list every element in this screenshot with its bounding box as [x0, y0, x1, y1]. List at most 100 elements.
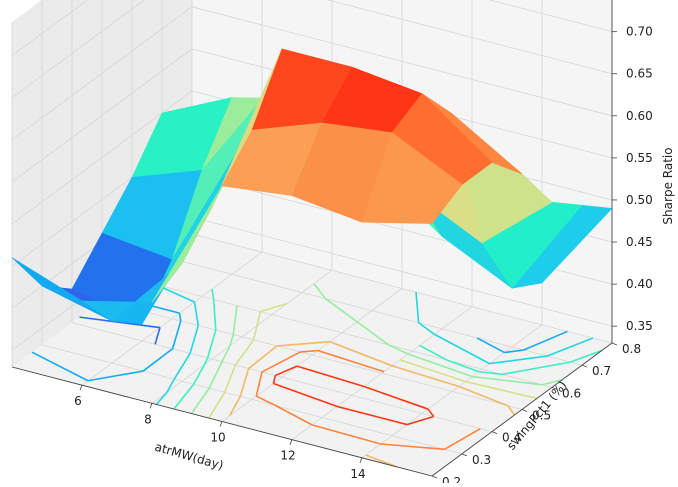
- contour-segment: [272, 375, 277, 384]
- contour-segment: [273, 382, 338, 408]
- y-tick-label: 0.8: [622, 342, 641, 356]
- y-tick-mark: [461, 453, 468, 457]
- contour-segment: [365, 454, 398, 468]
- grid-line-z-left: [11, 0, 89, 56]
- z-tick-label: 0.65: [626, 67, 653, 81]
- contour-segment: [501, 361, 571, 376]
- z-tick-label: 0.35: [626, 319, 653, 333]
- contour-segment: [206, 329, 217, 359]
- surface-patches: [11, 48, 613, 325]
- contour-segment: [356, 321, 390, 346]
- grid-line-y: [191, 233, 613, 344]
- contour-segment: [313, 283, 326, 300]
- contour-segment: [190, 387, 210, 415]
- contour-segment: [171, 320, 182, 350]
- x-tick-label: 8: [144, 412, 152, 426]
- contour-segment: [252, 325, 258, 341]
- contour-segment: [248, 345, 278, 370]
- contour-segment: [87, 370, 144, 382]
- contour-segment: [208, 391, 226, 419]
- y-tick-label: 0.4: [502, 431, 521, 445]
- grid-line-z-left: [11, 48, 193, 183]
- y-axis-ticks: 0.2 0.3 0.4 0.5 0.6 0.7 0.8: [431, 342, 641, 487]
- contour-segment: [489, 355, 548, 365]
- contour-segment: [260, 302, 288, 313]
- contour-segment: [142, 348, 174, 372]
- contour-segment: [189, 325, 200, 354]
- contour-segment: [275, 365, 298, 377]
- contour-segment: [173, 352, 191, 380]
- contour-segment: [232, 305, 238, 335]
- y-tick-mark: [491, 431, 498, 435]
- contour-segment: [478, 370, 503, 376]
- y-tick-mark: [521, 409, 528, 412]
- contour-segment: [407, 353, 473, 378]
- contour-segment: [155, 391, 168, 405]
- contour-segment: [256, 311, 262, 326]
- contour-segment: [221, 345, 231, 362]
- contour-segment: [399, 359, 466, 383]
- contour-segment: [363, 385, 429, 410]
- contour-segment: [224, 364, 237, 393]
- z-axis-ticks: 0.35 0.40 0.45 0.50 0.55 0.60 0.65 0.70: [612, 25, 653, 333]
- contour-segment: [329, 340, 393, 367]
- y-tick-label: 0.5: [532, 409, 551, 423]
- contour-segment: [427, 408, 435, 418]
- contour-segment: [507, 405, 516, 416]
- grid-line-y: [131, 277, 553, 388]
- contour-segment: [203, 357, 209, 365]
- contour-segment: [446, 359, 479, 373]
- y-tick-label: 0.3: [472, 453, 491, 467]
- z-tick-label: 0.40: [626, 277, 653, 291]
- contour-segment: [173, 383, 195, 410]
- grid-line-z-back: [326, 0, 613, 75]
- grid-line-y: [161, 255, 583, 366]
- contour-segment: [541, 379, 563, 386]
- contour-segment: [296, 365, 365, 388]
- contour-segment: [336, 405, 408, 426]
- contour-segment: [388, 344, 409, 355]
- grid-line-z-left: [11, 6, 193, 141]
- grid-line-y: [101, 300, 523, 410]
- grid-line-z-left: [11, 0, 145, 99]
- grid-line-z-back: [191, 216, 613, 327]
- contour-segment: [311, 424, 381, 445]
- contour-segment: [406, 415, 434, 426]
- contour-segment: [476, 337, 505, 354]
- y-tick-label: 0.6: [562, 386, 581, 400]
- x-tick-label: 6: [74, 394, 82, 408]
- y-tick-label: 0.7: [592, 364, 611, 378]
- x-tick-label: 12: [280, 449, 295, 463]
- contour-segment: [154, 327, 161, 345]
- y-tick-mark: [611, 342, 618, 346]
- contour-segment: [193, 301, 200, 326]
- contour-segment: [276, 340, 331, 347]
- z-tick-label: 0.60: [626, 109, 653, 123]
- contour-segment: [380, 443, 445, 451]
- grid-line-y: [71, 322, 493, 433]
- grid-line-z-back: [191, 6, 613, 117]
- contour-segment: [324, 297, 358, 323]
- x-tick-mark: [79, 385, 83, 391]
- y-tick-mark: [431, 475, 438, 479]
- contour-segment: [228, 395, 242, 417]
- x-tick-mark: [289, 439, 293, 445]
- x-tick-label: 14: [350, 467, 365, 481]
- contour-segment: [239, 368, 250, 397]
- contour-segment: [444, 427, 481, 450]
- contour-segment: [178, 312, 182, 322]
- x-axis-title: atrMW(day): [153, 440, 225, 473]
- contour-segment: [192, 364, 206, 385]
- grid-line-y: [41, 344, 463, 455]
- contour-segment: [415, 292, 420, 323]
- contour-segment: [261, 351, 301, 373]
- y-tick-mark: [551, 386, 558, 390]
- z-tick-label: 0.55: [626, 151, 653, 165]
- contour-segment: [255, 395, 276, 407]
- contour-segment: [546, 337, 594, 357]
- x-axis-ticks: 6 8 10 12 14: [74, 385, 366, 481]
- contour-segment: [274, 404, 313, 426]
- contour-segment: [300, 349, 319, 353]
- z-axis-title: Sharpe Ratio: [661, 147, 675, 224]
